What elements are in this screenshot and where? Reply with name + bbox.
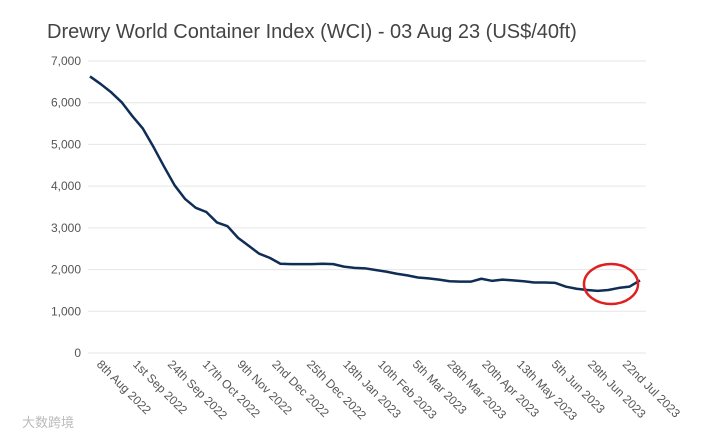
highlight-circle bbox=[582, 262, 640, 306]
line-series bbox=[89, 75, 641, 293]
y-tick-label: 2,000 bbox=[51, 263, 81, 277]
x-tick-label: 13th May 2023 bbox=[514, 357, 580, 423]
y-tick-label: 3,000 bbox=[51, 221, 81, 235]
watermark: 大数跨境 bbox=[22, 415, 74, 430]
y-tick-label: 6,000 bbox=[51, 96, 81, 110]
y-tick-label: 4,000 bbox=[51, 179, 81, 193]
y-tick-label: 7,000 bbox=[51, 54, 81, 68]
y-tick-label: 1,000 bbox=[51, 304, 81, 318]
y-tick-label: 0 bbox=[74, 346, 81, 360]
y-tick-label: 5,000 bbox=[51, 137, 81, 151]
chart-title: Drewry World Container Index (WCI) - 03 … bbox=[47, 21, 577, 43]
